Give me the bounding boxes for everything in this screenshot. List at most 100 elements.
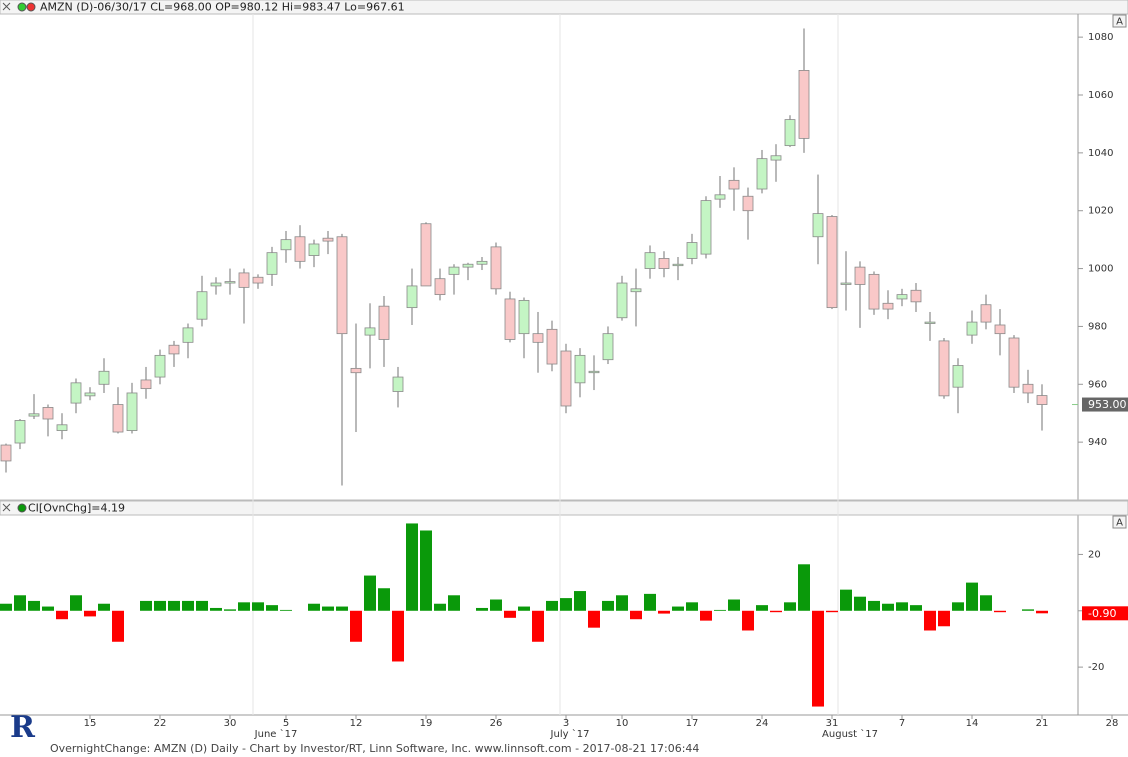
candle-body <box>714 194 726 200</box>
bar <box>182 600 194 611</box>
bar <box>882 603 894 611</box>
bar <box>70 595 82 611</box>
bar <box>868 600 880 611</box>
y-tick-label: 960 <box>1088 379 1107 390</box>
bar <box>700 610 712 621</box>
bar <box>980 595 992 611</box>
pane-header <box>0 500 1128 516</box>
candle-body <box>140 379 152 390</box>
candle-body <box>938 340 950 397</box>
candle-body <box>266 252 278 275</box>
candle-body <box>966 321 978 336</box>
bar <box>448 595 460 611</box>
x-tick-label: 14 <box>966 718 979 729</box>
x-tick-label: 5 <box>283 718 289 729</box>
candle-body <box>434 278 446 296</box>
candle-body <box>126 392 138 431</box>
bar <box>756 605 768 611</box>
x-tick-label: 3 <box>563 718 569 729</box>
y-tick-label: 1040 <box>1088 148 1113 159</box>
bar <box>770 610 782 613</box>
candle-body <box>588 370 600 374</box>
close-icon[interactable] <box>2 503 11 512</box>
candle-body <box>350 367 362 374</box>
status-icon <box>17 503 27 513</box>
status-icon <box>17 2 27 12</box>
pane-title: AMZN (D)-06/30/17 CL=968.00 OP=980.12 Hi… <box>40 1 405 14</box>
y-tick-label: 1000 <box>1088 264 1113 275</box>
bar <box>224 609 236 611</box>
x-tick-label: 31 <box>826 718 839 729</box>
scale-button[interactable] <box>1112 14 1127 28</box>
bar <box>952 602 964 611</box>
x-tick-label: 26 <box>490 718 503 729</box>
bar <box>966 582 978 611</box>
bar <box>0 603 12 611</box>
bar <box>196 600 208 611</box>
bar <box>168 600 180 611</box>
bar <box>910 605 922 611</box>
x-tick-label: 22 <box>154 718 167 729</box>
bar <box>336 606 348 611</box>
bar <box>798 564 810 611</box>
candle-body <box>546 328 558 365</box>
candle-body <box>616 282 628 319</box>
candle-body <box>672 263 684 267</box>
bar <box>812 610 824 707</box>
bar <box>476 607 488 611</box>
x-tick-label: 30 <box>224 718 237 729</box>
bar <box>504 610 516 618</box>
candle-body <box>1036 395 1048 405</box>
y-tick-label: 1060 <box>1088 90 1113 101</box>
candle-body <box>378 305 390 340</box>
candle-body <box>994 324 1006 335</box>
scale-button[interactable] <box>1112 515 1127 529</box>
bar <box>728 599 740 611</box>
candle-body <box>280 239 292 251</box>
candle-body <box>812 213 824 238</box>
y-tick-label: 1080 <box>1088 32 1113 43</box>
scale-button-label[interactable]: A <box>1116 17 1123 28</box>
candle-body <box>238 272 250 288</box>
bar <box>210 607 222 611</box>
candle-body <box>154 354 166 378</box>
candle-body <box>70 382 82 404</box>
candle-body <box>826 216 838 309</box>
candle-body <box>490 246 502 290</box>
bar <box>686 602 698 611</box>
bar <box>14 595 26 611</box>
status-icon <box>26 2 36 12</box>
candle-body <box>42 407 54 420</box>
candle-body <box>56 424 68 431</box>
close-icon[interactable] <box>2 2 11 11</box>
candle-body <box>98 370 110 385</box>
month-label: July `17 <box>550 728 590 740</box>
candle-body <box>224 281 236 284</box>
bar <box>42 606 54 611</box>
bar <box>56 610 68 620</box>
candle-body <box>574 354 586 384</box>
bar <box>28 600 40 611</box>
x-tick-label: 10 <box>616 718 629 729</box>
footer-bg <box>0 740 1128 757</box>
bar <box>252 602 264 611</box>
candle-body <box>686 242 698 259</box>
bar <box>658 610 670 614</box>
candle-body <box>462 263 474 268</box>
candle-body <box>924 321 936 324</box>
bar <box>826 610 838 613</box>
bar <box>238 602 250 611</box>
scale-button-label[interactable]: A <box>1116 518 1123 529</box>
candle-body <box>420 223 432 287</box>
candle-body <box>728 179 740 190</box>
candle-body <box>1022 383 1034 394</box>
x-tick-label: 24 <box>756 718 769 729</box>
x-tick-label: 15 <box>84 718 97 729</box>
bar <box>434 603 446 611</box>
candle-body <box>308 243 320 256</box>
bar <box>364 575 376 611</box>
candle-body <box>532 333 544 343</box>
candle-body <box>882 302 894 310</box>
candle-body <box>84 392 96 397</box>
